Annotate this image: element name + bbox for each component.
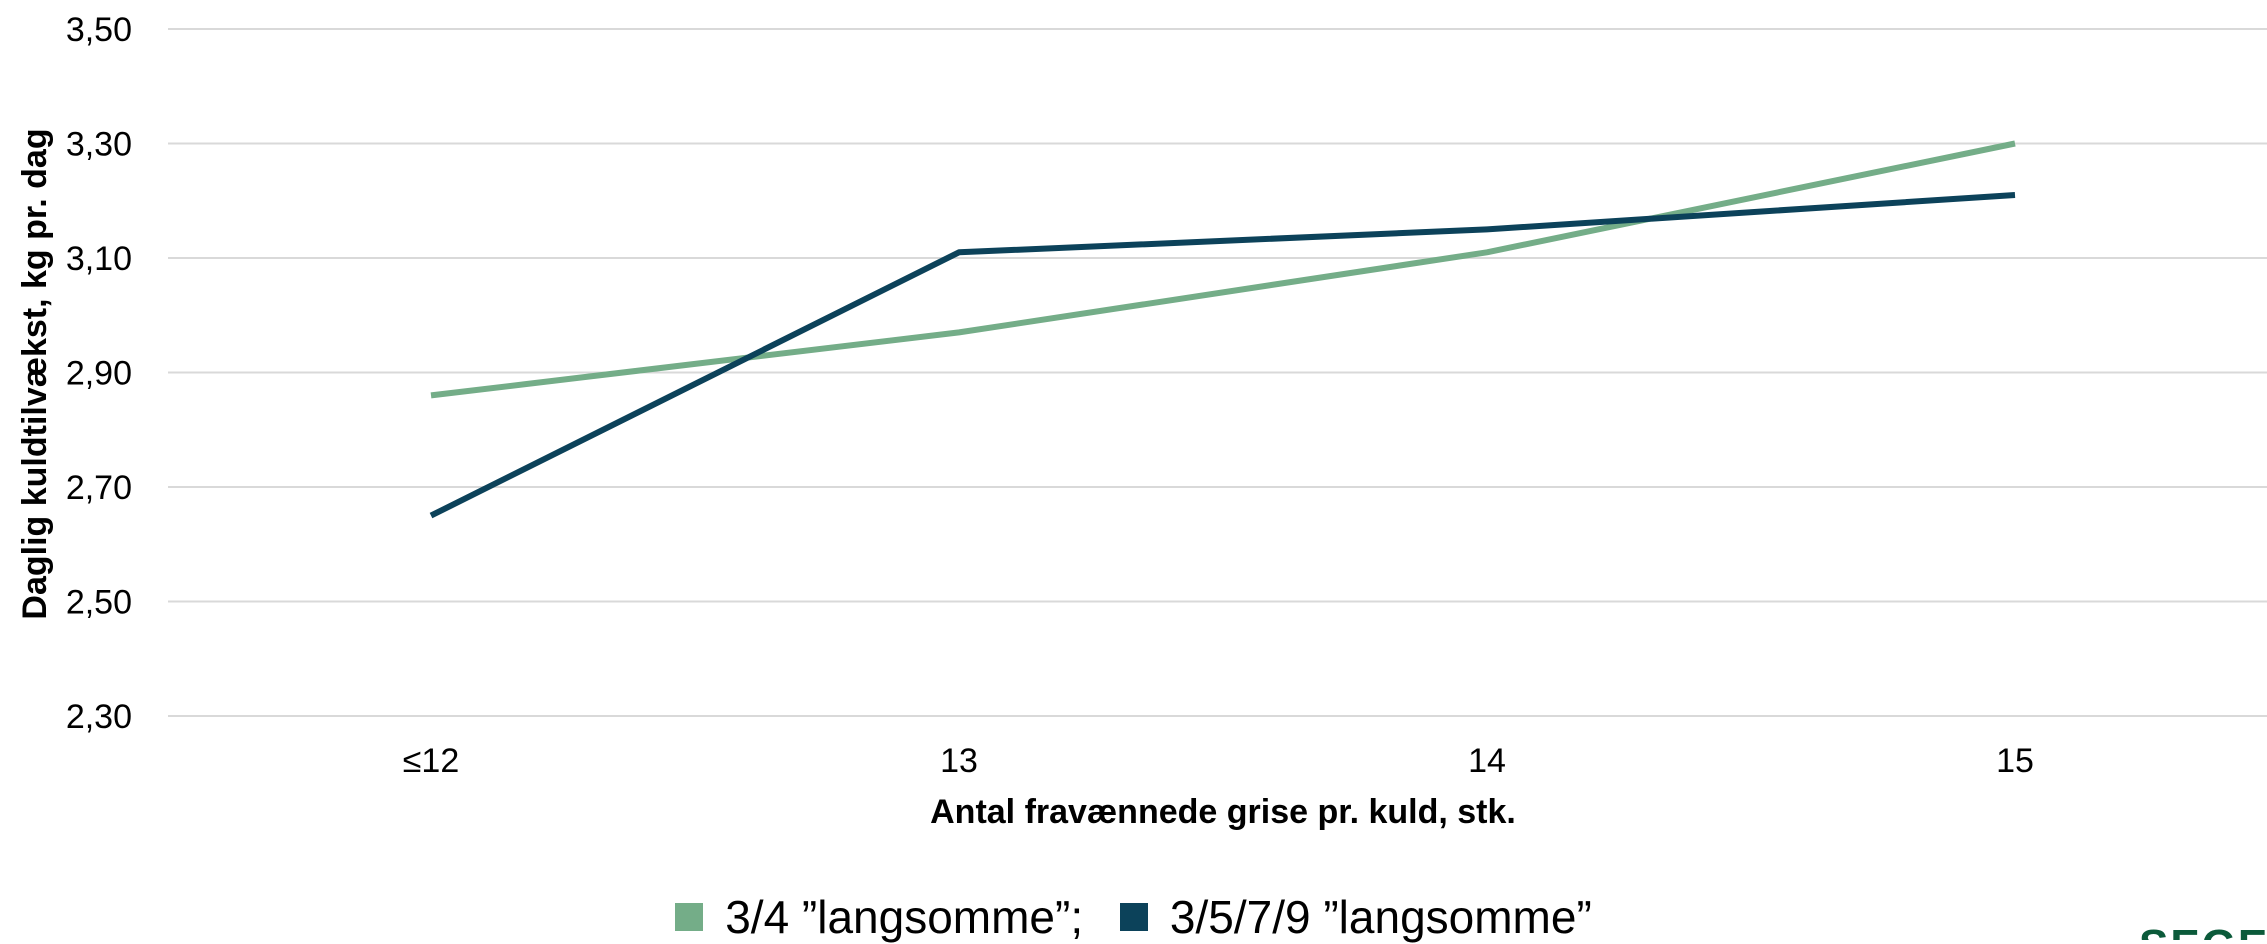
series-lines <box>429 140 2016 519</box>
y-tick-label: 2,70 <box>66 469 132 507</box>
x-axis-ticks: ≤12 13 14 15 <box>403 742 2034 780</box>
line-chart: 2,30 2,50 2,70 2,90 3,10 3,30 3,50 ≤12 13 14 15 A… <box>16 11 2267 831</box>
y-tick-label: 2,50 <box>66 584 132 622</box>
legend-item-series-1: 3/4 ”langsomme”; <box>675 890 1083 944</box>
legend-label-series-2: 3/5/7/9 ”langsomme” <box>1169 891 1592 943</box>
logo-text: SEGES <box>2139 924 2267 940</box>
legend-label-series-1: 3/4 ”langsomme”; <box>725 891 1084 943</box>
x-axis-title: Antal fravænnede grise pr. kuld, stk. <box>930 793 1516 831</box>
y-axis-ticks: 2,30 2,50 2,70 2,90 3,10 3,30 3,50 <box>66 11 132 736</box>
legend-item-series-2: 3/5/7/9 ”langsomme” <box>1119 890 1592 944</box>
x-tick-label: 13 <box>940 742 978 780</box>
legend-swatch-series-2 <box>1119 903 1148 931</box>
legend-swatch-series-1 <box>675 903 704 931</box>
x-tick-label: ≤12 <box>403 742 459 780</box>
gridlines <box>168 28 2267 717</box>
seges-logo: SEGES <box>2139 924 2267 940</box>
legend: 3/4 ”langsomme”; 3/5/7/9 ”langsomme” <box>0 888 2267 944</box>
series-line-2 <box>429 192 2016 519</box>
x-tick-label: 14 <box>1468 742 1506 780</box>
series-line-1 <box>430 140 2016 399</box>
y-tick-label: 3,30 <box>66 126 132 164</box>
x-tick-label: 15 <box>1996 742 2034 780</box>
y-tick-label: 3,50 <box>66 11 132 49</box>
y-tick-label: 3,10 <box>66 240 132 278</box>
y-axis-title: Daglig kuldtilvækst, kg pr. dag <box>16 128 54 619</box>
y-tick-label: 2,30 <box>66 698 132 736</box>
y-tick-label: 2,90 <box>66 355 132 393</box>
